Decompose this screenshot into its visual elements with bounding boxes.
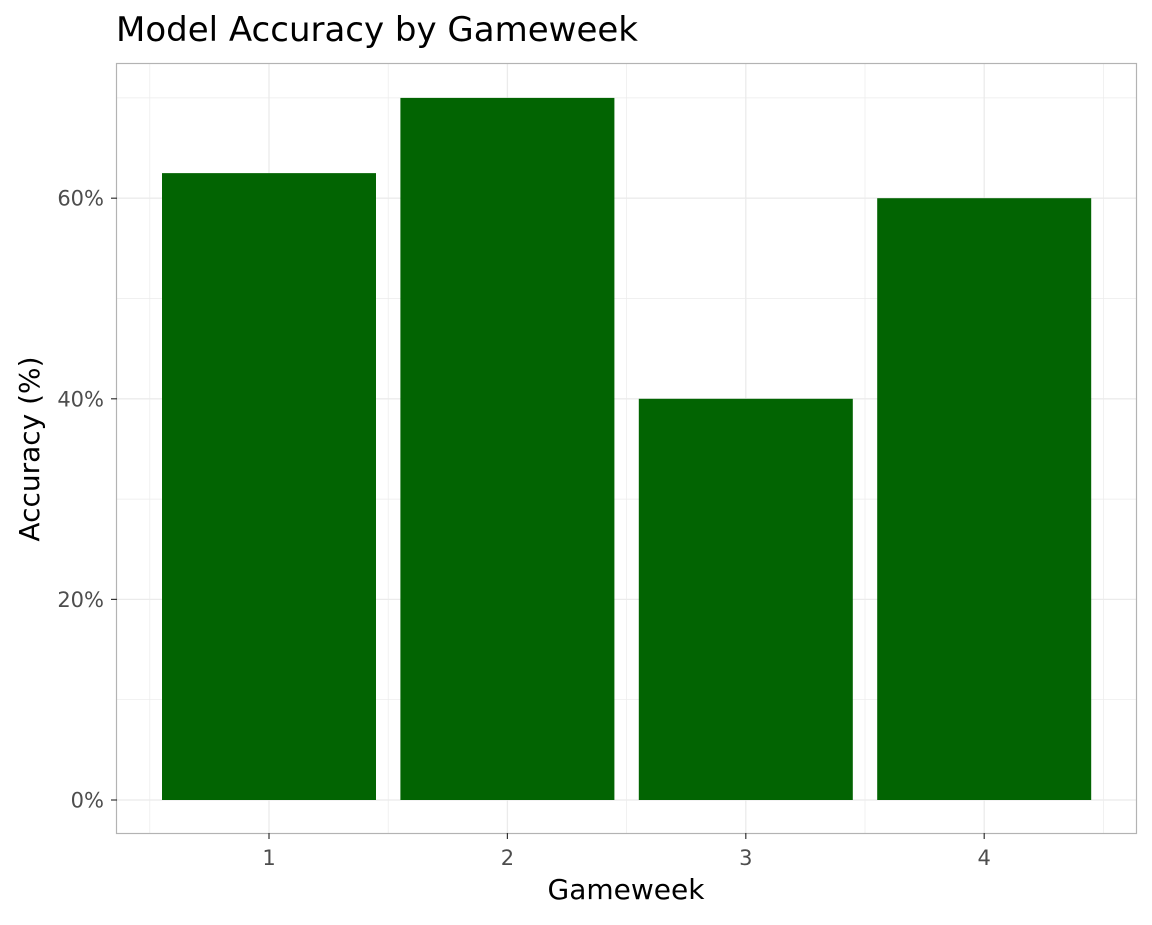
y-tick-label: 20%: [57, 588, 104, 612]
y-axis-title: Accuracy (%): [13, 356, 46, 541]
x-axis-title: Gameweek: [548, 873, 706, 906]
x-tick-label: 2: [501, 846, 514, 870]
y-tick-label: 60%: [57, 187, 104, 211]
bar-gameweek-4: [877, 198, 1092, 800]
y-axis-ticks: 0% 20% 40% 60%: [57, 187, 117, 813]
bars: [162, 97, 1092, 800]
y-tick-label: 40%: [57, 387, 104, 411]
chart-title: Model Accuracy by Gameweek: [116, 10, 638, 50]
bar-gameweek-3: [638, 398, 853, 800]
x-tick-label: 1: [262, 846, 275, 870]
x-tick-label: 4: [978, 846, 991, 870]
x-tick-label: 3: [739, 846, 752, 870]
bar-gameweek-1: [162, 173, 376, 800]
y-tick-label: 0%: [71, 789, 104, 813]
x-axis-ticks: 1 2 3 4: [262, 833, 991, 870]
plot-panel-border: [115, 62, 1138, 835]
bar-gameweek-2: [400, 97, 615, 800]
